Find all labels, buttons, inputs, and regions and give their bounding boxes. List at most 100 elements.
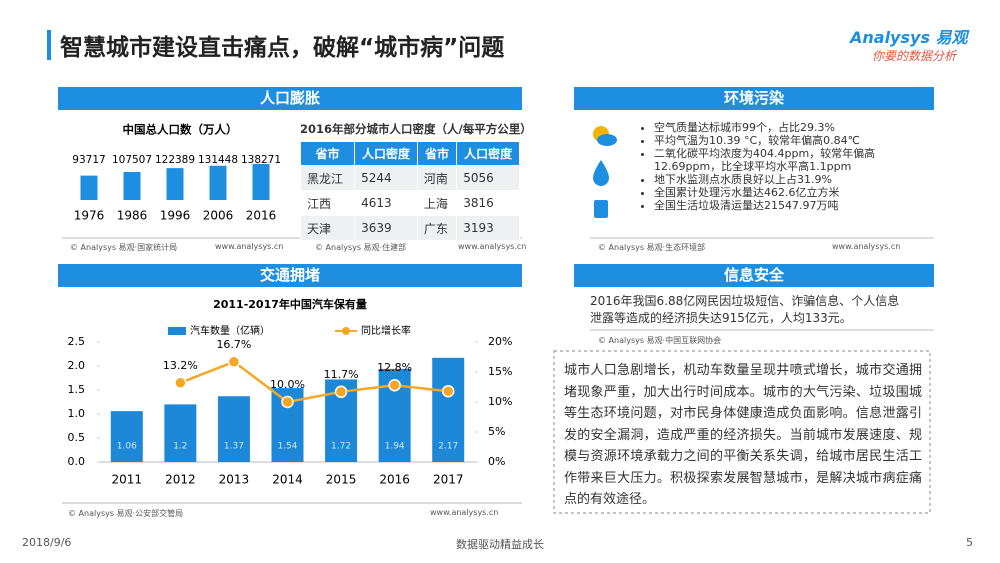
value-label: 1.37: [224, 442, 244, 452]
env-item: 二氧化碳平均浓度为404.4ppm，较常年偏高12.69ppm，比全球平均水平高…: [654, 147, 922, 173]
x-tick-label: 2016: [379, 473, 410, 487]
x-tick-label: 2006: [203, 209, 234, 223]
cell: 江西: [299, 190, 356, 216]
value-label: 1.54: [277, 442, 297, 452]
security-text: 2016年我国6.88亿网民因垃圾短信、诈骗信息、个人信息泄露等造成的经济损失达…: [590, 294, 900, 325]
density-table: 省市 人口密度 省市 人口密度 黑龙江 5244 河南 5056 江西 4613 上海 3816 天津 3…: [299, 141, 520, 241]
legend-swatch: [168, 327, 186, 335]
env-item: 地下水监测点水质良好以上占31.9%: [654, 173, 922, 186]
bar: [110, 411, 143, 462]
source-site: www.analysys.cn: [215, 242, 284, 251]
drop-icon: [593, 160, 609, 186]
value-label: 1.06: [117, 442, 137, 452]
value-label: 1.94: [385, 442, 405, 452]
value-label: 1.72: [331, 442, 351, 452]
x-tick-label: 2014: [272, 473, 303, 487]
table-header: 省市 人口密度 省市 人口密度: [299, 141, 520, 166]
cell: 黑龙江: [299, 165, 356, 191]
x-tick-label: 2016: [246, 209, 277, 223]
cell: 3193: [456, 215, 520, 241]
section-header: 交通拥堵: [58, 264, 522, 287]
cell: 5056: [456, 165, 520, 191]
y2-tick-label: 15%: [488, 365, 512, 378]
bar: [432, 357, 465, 462]
value-label: 12.8%: [377, 361, 412, 374]
x-tick-label: 2013: [219, 473, 250, 487]
table-title: 2016年部分城市人口密度（人/每平方公里）: [300, 122, 532, 136]
y-tick-label: 2.0: [68, 359, 86, 372]
table-row: 黑龙江 5244 河南 5056: [299, 165, 520, 191]
point: [388, 378, 401, 392]
env-item: 全国累计处理污水量达462.6亿立方米: [654, 186, 922, 199]
table-row: 江西 4613 上海 3816: [299, 190, 520, 216]
value-label: 131448: [198, 154, 238, 166]
bar: [80, 175, 98, 200]
source: © Analysys 易观·中国互联网协会: [598, 336, 722, 345]
value-label: 11.7%: [324, 368, 359, 381]
bin-icon: [594, 200, 608, 218]
page-number: 5: [966, 536, 973, 549]
footer-date: 2018/9/6: [22, 536, 72, 549]
summary-text: 城市人口急剧增长，机动车数量呈现井喷式增长，城市交通拥堵现象严重，加大出行时间成…: [564, 363, 922, 507]
value-label: 1.2: [173, 442, 187, 452]
cell: 3639: [354, 215, 418, 241]
chart-title: 中国总人口数（万人）: [123, 123, 238, 137]
slogan: 你要的数据分析: [872, 49, 957, 63]
bar: [209, 165, 227, 200]
x-tick-label: 1986: [117, 209, 148, 223]
summary-box: [553, 350, 931, 514]
bar: [252, 164, 270, 200]
x-tick-label: 1996: [160, 209, 191, 223]
source-site: www.analysys.cn: [430, 508, 499, 517]
point: [227, 355, 241, 369]
source: © Analysys 易观·生态环境部: [598, 243, 706, 252]
point: [334, 385, 348, 399]
source-site: www.analysys.cn: [832, 242, 901, 251]
source: © Analysys 易观·国家统计局: [70, 243, 178, 252]
env-item: 全国生活垃圾清运量达21547.97万吨: [654, 199, 922, 212]
cloud-icon: [597, 134, 617, 146]
y2-tick-label: 20%: [488, 335, 512, 348]
logo: Analysys 易观: [850, 28, 968, 47]
y-tick-label: 0.0: [68, 455, 86, 468]
cell: 河南: [416, 165, 458, 191]
title-accent: [47, 30, 51, 60]
line: [179, 360, 449, 404]
y2-tick-label: 5%: [488, 425, 505, 438]
env-item: 空气质量达标城市99个，占比29.3%: [654, 121, 922, 134]
cell: 4613: [354, 190, 418, 216]
header-cell: 省市: [416, 141, 458, 166]
y-tick-label: 1.5: [68, 383, 86, 396]
x-tick-label: 2012: [165, 473, 196, 487]
source-site: www.analysys.cn: [458, 242, 527, 251]
header-cell: 省市: [299, 141, 356, 166]
legend-swatch: [342, 327, 350, 335]
point: [281, 395, 294, 409]
bar: [166, 168, 184, 200]
y2-tick-label: 10%: [488, 395, 512, 408]
y-tick-label: 0.5: [68, 431, 86, 444]
table-row: 天津 3639 广东 3193: [299, 215, 520, 241]
cell: 天津: [299, 215, 356, 241]
legend-label: 汽车数量（亿辆）: [190, 324, 270, 337]
value-label: 138271: [241, 154, 281, 166]
x-tick-label: 2015: [326, 473, 357, 487]
section-header: 环境污染: [574, 87, 934, 110]
y-tick-label: 1.0: [68, 407, 86, 420]
x-tick-label: 2017: [433, 473, 464, 487]
point: [441, 384, 455, 398]
y-tick-label: 2.5: [68, 335, 86, 348]
cell: 5244: [354, 165, 418, 191]
cell: 广东: [416, 215, 458, 241]
header-cell: 人口密度: [456, 141, 520, 166]
legend-label: 同比增长率: [361, 324, 411, 337]
value-label: 93717: [72, 154, 105, 166]
point: [174, 376, 187, 390]
env-item: 平均气温为10.39 °C，较常年偏高0.84℃: [654, 134, 922, 147]
value-label: 107507: [112, 154, 152, 166]
cell: 3816: [456, 190, 520, 216]
value-label: 16.7%: [216, 338, 251, 351]
bar: [164, 404, 197, 462]
